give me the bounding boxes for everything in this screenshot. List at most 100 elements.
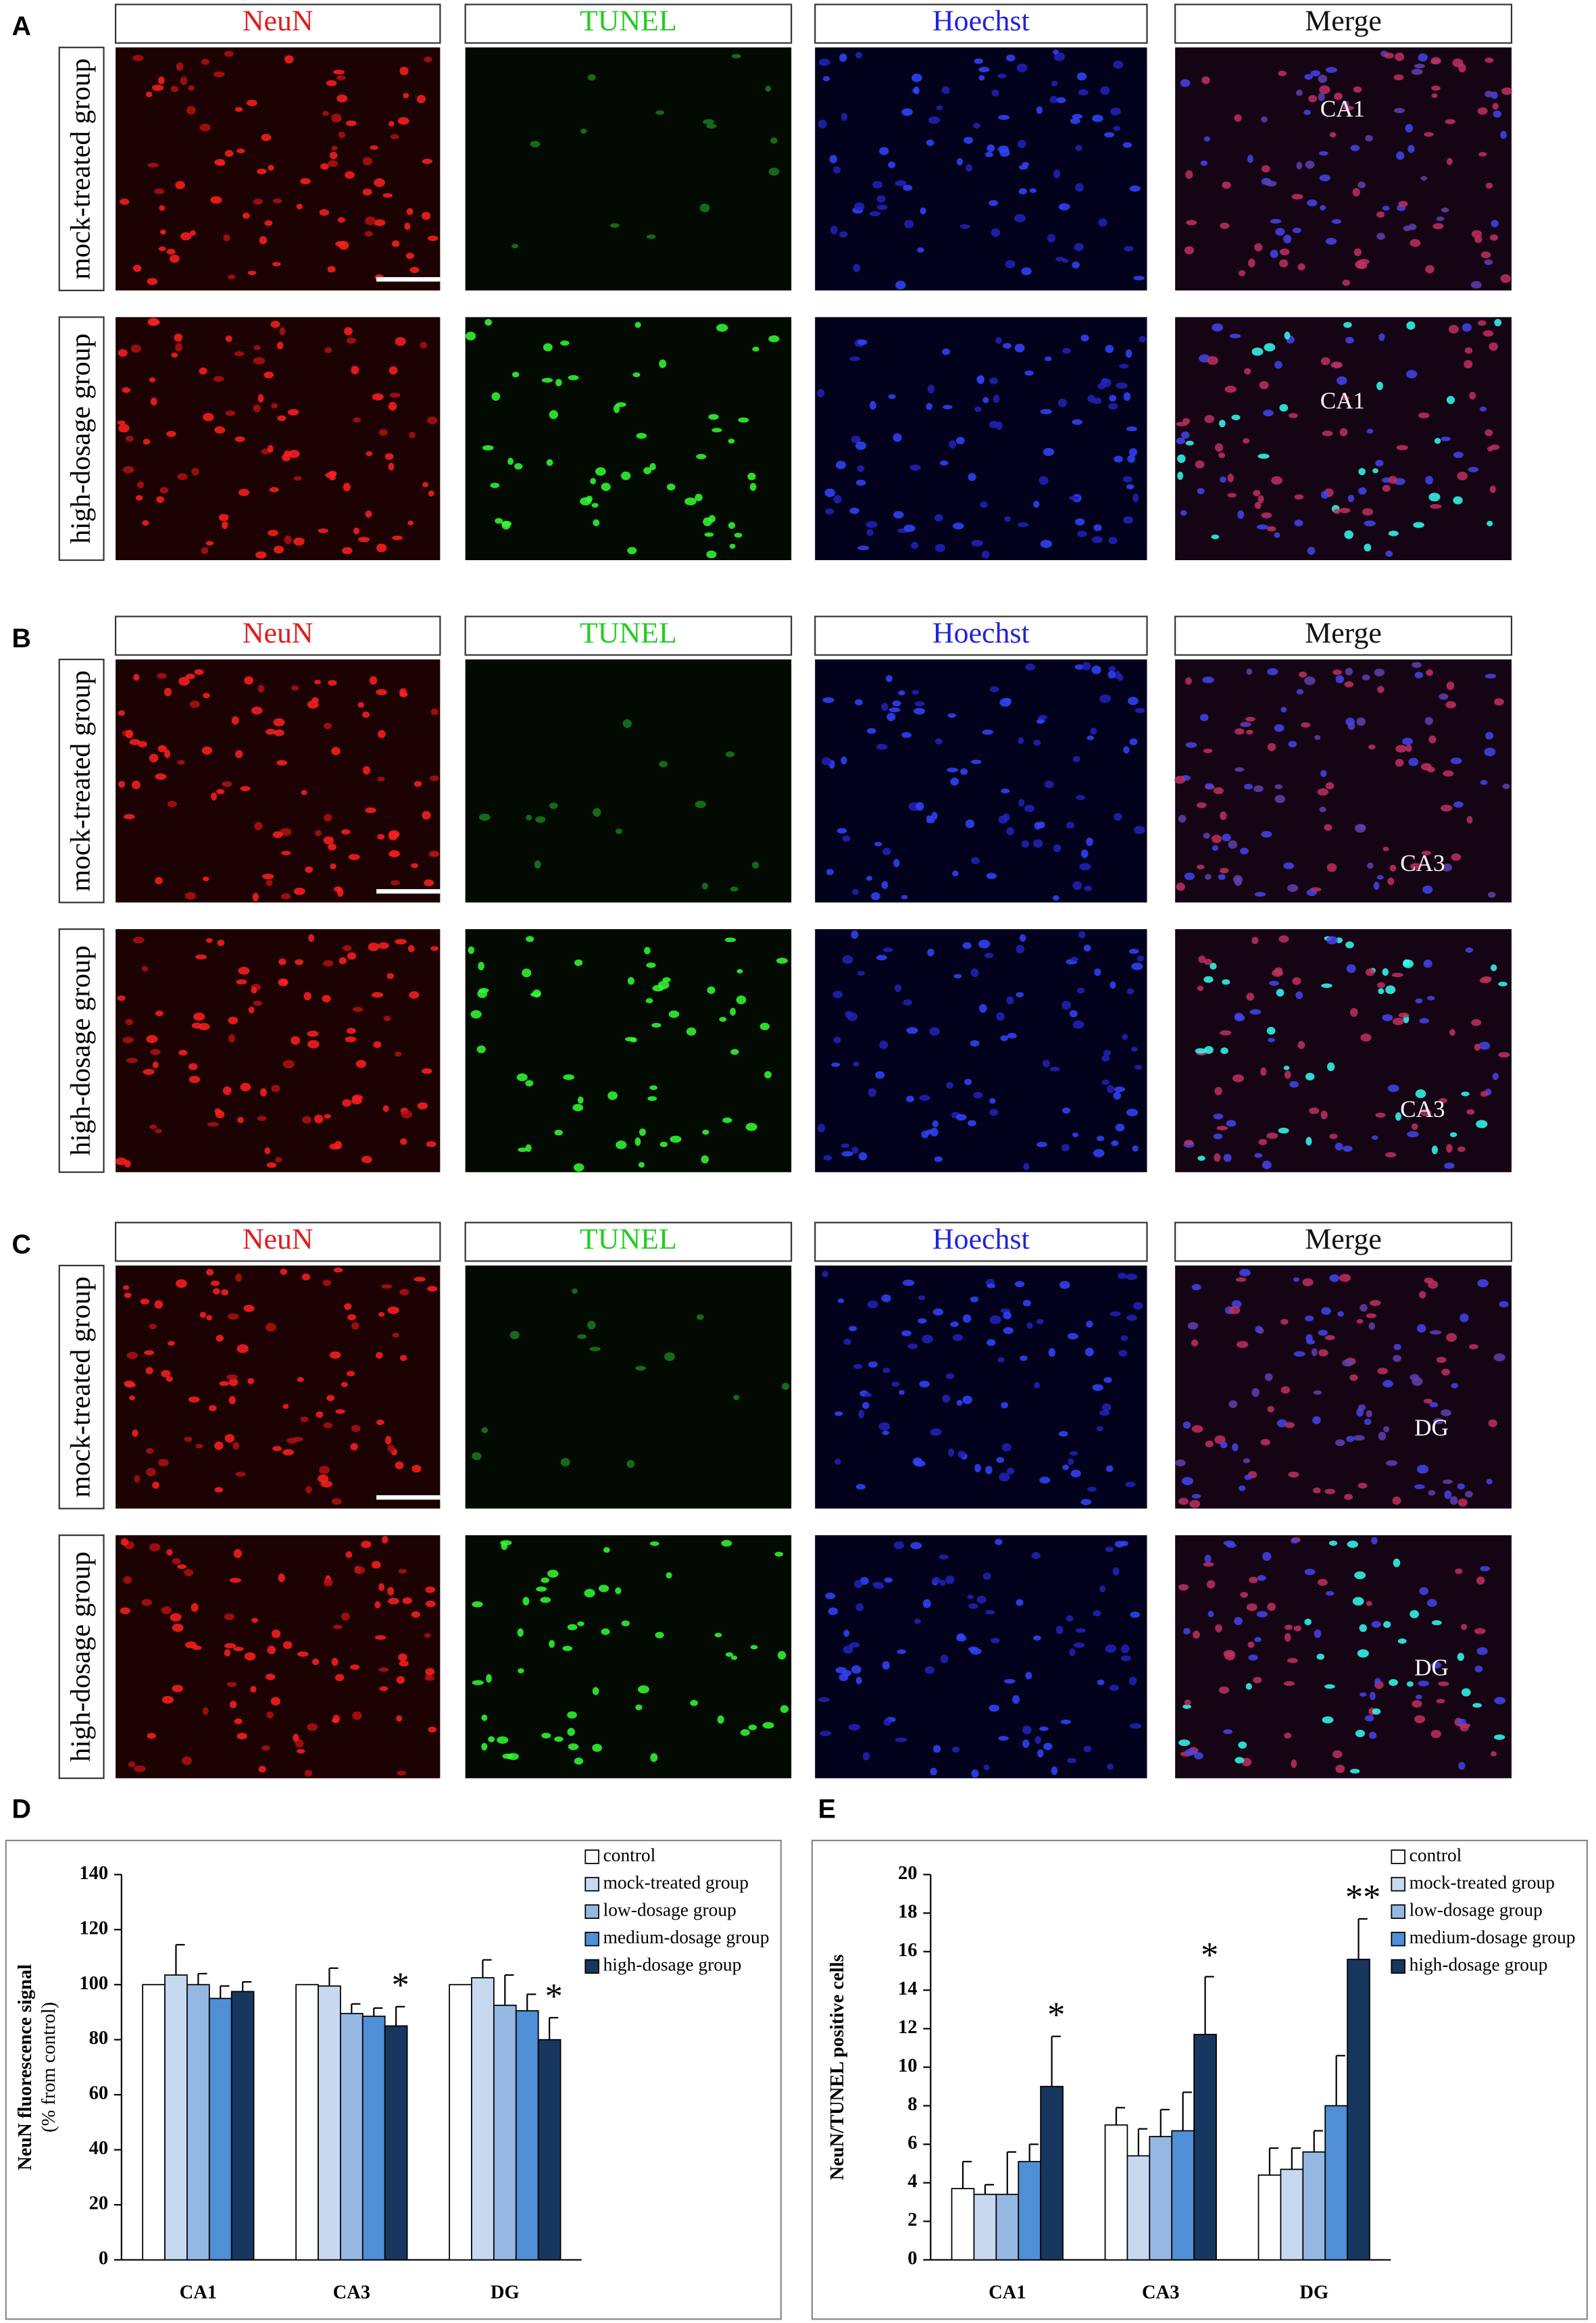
cell [1304, 676, 1316, 685]
cell [1062, 347, 1071, 354]
cell [1014, 214, 1026, 223]
cell [118, 349, 128, 357]
legend-label: mock-treated group [603, 1872, 749, 1893]
cell [1441, 436, 1451, 442]
cell [518, 1668, 524, 1674]
cell [978, 66, 990, 73]
micrograph-background [465, 929, 792, 1172]
cell [934, 543, 945, 553]
cell [651, 1022, 662, 1028]
cell [250, 1686, 257, 1693]
cell [1253, 490, 1261, 497]
cell [1449, 1496, 1458, 1505]
cell [1487, 520, 1493, 526]
cell [346, 337, 357, 344]
cell [395, 336, 406, 346]
cell [1365, 968, 1375, 976]
cell [1032, 1635, 1041, 1641]
cell [254, 822, 263, 830]
micrograph [1175, 47, 1512, 291]
micrograph [1175, 1265, 1512, 1509]
cell [341, 1612, 350, 1621]
cell [421, 1068, 432, 1074]
cell [400, 1138, 407, 1145]
cell [650, 1753, 658, 1762]
cell [1197, 985, 1204, 991]
cell [851, 930, 859, 939]
cell [968, 473, 976, 481]
cell [857, 339, 868, 345]
cell [1101, 1403, 1112, 1412]
cell [1466, 1109, 1475, 1115]
cell [1359, 1624, 1367, 1632]
cell [1457, 471, 1468, 480]
row-label: mock-treated group [65, 58, 96, 279]
cell [1465, 947, 1474, 953]
cell [1292, 227, 1301, 234]
cell [1184, 1139, 1194, 1146]
column-header-box [814, 3, 1148, 44]
legend-swatch [1391, 1931, 1405, 1947]
cell [851, 435, 861, 443]
cell [1267, 743, 1276, 751]
y-axis-sublabel: (% from control) [39, 2002, 59, 2132]
micrograph-background [465, 1265, 792, 1509]
cell [1428, 493, 1441, 502]
cell [931, 1576, 941, 1584]
cell [509, 1330, 520, 1339]
cell [372, 393, 384, 401]
cell [990, 686, 999, 693]
cell [389, 392, 401, 398]
cell [1218, 1686, 1230, 1694]
cell [123, 1576, 132, 1584]
y-tick-label: 10 [898, 2055, 918, 2076]
cell [1362, 508, 1374, 516]
cell [1278, 70, 1287, 76]
cell [177, 473, 188, 480]
cell [1189, 1499, 1201, 1508]
cell [1267, 668, 1278, 676]
cell [1120, 1541, 1128, 1547]
cell [243, 1305, 255, 1312]
bar [164, 1974, 188, 2261]
cell [649, 463, 656, 471]
cell [1458, 1762, 1466, 1770]
cell [1398, 201, 1408, 207]
bar [1193, 2034, 1217, 2261]
cell [939, 1579, 946, 1586]
cell [1362, 674, 1370, 681]
cell [1176, 437, 1186, 445]
cell [1485, 57, 1494, 64]
cell [1129, 738, 1138, 745]
cell [593, 519, 600, 526]
cell [865, 1392, 872, 1397]
micrograph-background [1175, 317, 1512, 561]
cell [882, 1368, 891, 1374]
cell [866, 876, 873, 881]
cell [507, 1753, 519, 1760]
cell [749, 482, 757, 491]
cell [1267, 1405, 1274, 1413]
cell [324, 1114, 332, 1119]
cell [331, 145, 338, 151]
cell [1076, 795, 1086, 801]
cell [768, 335, 780, 343]
cell [1320, 357, 1330, 366]
cell [762, 1722, 774, 1729]
cell [591, 503, 599, 508]
cell [1366, 1601, 1372, 1607]
cell [930, 1128, 939, 1136]
cell [1004, 516, 1011, 522]
cell [1267, 1602, 1276, 1612]
cell [149, 1324, 157, 1330]
cell [1067, 1332, 1078, 1340]
cell [1178, 1584, 1189, 1591]
cell [1445, 701, 1457, 709]
cell [231, 716, 239, 725]
cell [842, 955, 853, 964]
cell [1364, 520, 1376, 527]
cell [118, 780, 126, 788]
micrograph [465, 659, 792, 903]
cell [1388, 476, 1397, 484]
cell [1474, 1666, 1483, 1673]
